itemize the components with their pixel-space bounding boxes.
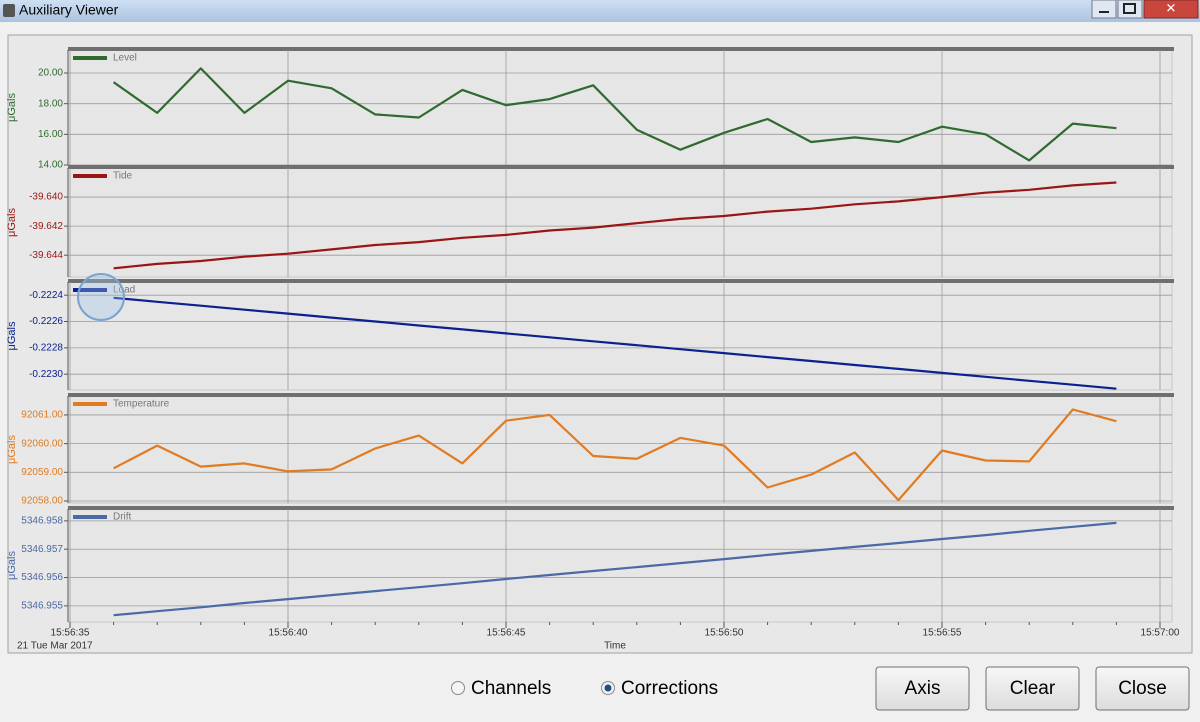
y-tick-label: 20.00 [38,68,63,79]
plot-background [67,281,1173,391]
x-tick-label: 15:56:50 [705,628,744,639]
legend-label: Temperature [113,399,170,410]
close-window-button[interactable] [1143,0,1199,19]
x-tick-label: 15:56:55 [923,628,962,639]
y-tick-label: -0.2224 [29,290,63,301]
x-axis-label: Time [604,641,626,652]
y-tick-label: 5346.958 [21,516,63,527]
y-tick-label: 92061.00 [21,410,63,421]
panel-separator [68,506,1174,510]
y-tick-label: 5346.956 [21,572,63,583]
app-icon [3,4,15,17]
maximize-icon [1123,3,1136,14]
y-axis-label: μGals [6,321,18,350]
window-title: Auxiliary Viewer [19,2,119,18]
button-label[interactable]: Axis [905,678,941,699]
x-tick-label: 15:56:35 [51,628,90,639]
y-tick-label: 5346.955 [21,600,63,611]
y-tick-label: -39.644 [29,250,63,261]
data-line [113,296,1117,390]
radio-label[interactable]: Corrections [621,678,718,699]
y-axis-label: μGals [6,93,18,122]
x-tick-label: 15:57:00 [1141,628,1180,639]
panel-separator [68,47,1174,51]
y-tick-label: -39.640 [29,192,63,203]
legend-label: Load [113,285,135,296]
radio-dot [604,684,612,692]
y-tick-label: 14.00 [38,160,63,171]
panel-separator [68,279,1174,283]
y-tick-label: 5346.957 [21,544,63,555]
y-tick-label: -39.642 [29,221,63,232]
y-tick-label: 18.00 [38,98,63,109]
button[interactable] [875,666,970,711]
y-tick-label: -0.2230 [29,369,63,380]
button[interactable] [985,666,1080,711]
minimize-button[interactable] [1091,0,1117,19]
y-axis-label: μGals [6,551,18,580]
maximize-button[interactable] [1117,0,1143,19]
plot-background [67,167,1173,278]
y-tick-label: -0.2228 [29,342,63,353]
y-tick-label: -0.2226 [29,316,63,327]
y-tick-label: 92058.00 [21,496,63,507]
y-tick-label: 92059.00 [21,467,63,478]
plot-background [67,395,1173,504]
data-line [112,67,1117,162]
y-axis-label: μGals [6,435,18,464]
data-line [113,181,1117,270]
charts: μGals 14.00 16.00 18.00 20.00 Level μGals -39.6… [6,47,1180,652]
radio-label[interactable]: Channels [471,678,551,699]
data-line [113,521,1117,617]
y-tick-label: 16.00 [38,129,63,140]
x-tick-label: 15:56:45 [487,628,526,639]
x-tick-label: 15:56:40 [269,628,308,639]
y-tick-label: 92060.00 [21,438,63,449]
legend-label: Drift [113,512,132,523]
legend-label: Tide [113,171,133,182]
data-line [113,408,1117,502]
y-axis-label: μGals [6,208,18,237]
title-bar [0,0,1200,22]
legend-label: Level [113,53,137,64]
panel-separator [68,393,1174,397]
date-label: 21 Tue Mar 2017 [17,641,93,652]
cursor-highlight [77,273,125,321]
radio-button[interactable] [451,681,465,695]
button-label[interactable]: Close [1118,678,1167,699]
button[interactable] [1095,666,1190,711]
button-label[interactable]: Clear [1010,678,1056,699]
controls: Channels Corrections Axis Clear Close [451,666,1190,711]
close-window-icon: ✕ [1166,0,1177,15]
panel-separator [68,165,1174,169]
